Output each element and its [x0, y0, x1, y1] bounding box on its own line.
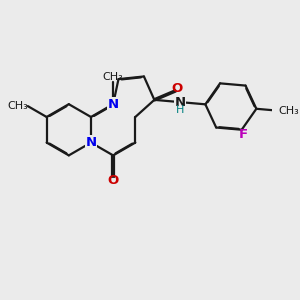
Text: F: F	[239, 128, 248, 141]
Text: N: N	[108, 98, 119, 111]
Text: H: H	[176, 105, 184, 115]
Text: O: O	[171, 82, 182, 95]
Text: N: N	[85, 136, 97, 149]
Text: CH₃: CH₃	[278, 106, 299, 116]
Text: O: O	[107, 174, 119, 187]
Text: CH₃: CH₃	[103, 72, 124, 82]
Text: N: N	[174, 96, 185, 109]
Text: CH₃: CH₃	[7, 101, 28, 111]
Text: N: N	[108, 98, 119, 111]
